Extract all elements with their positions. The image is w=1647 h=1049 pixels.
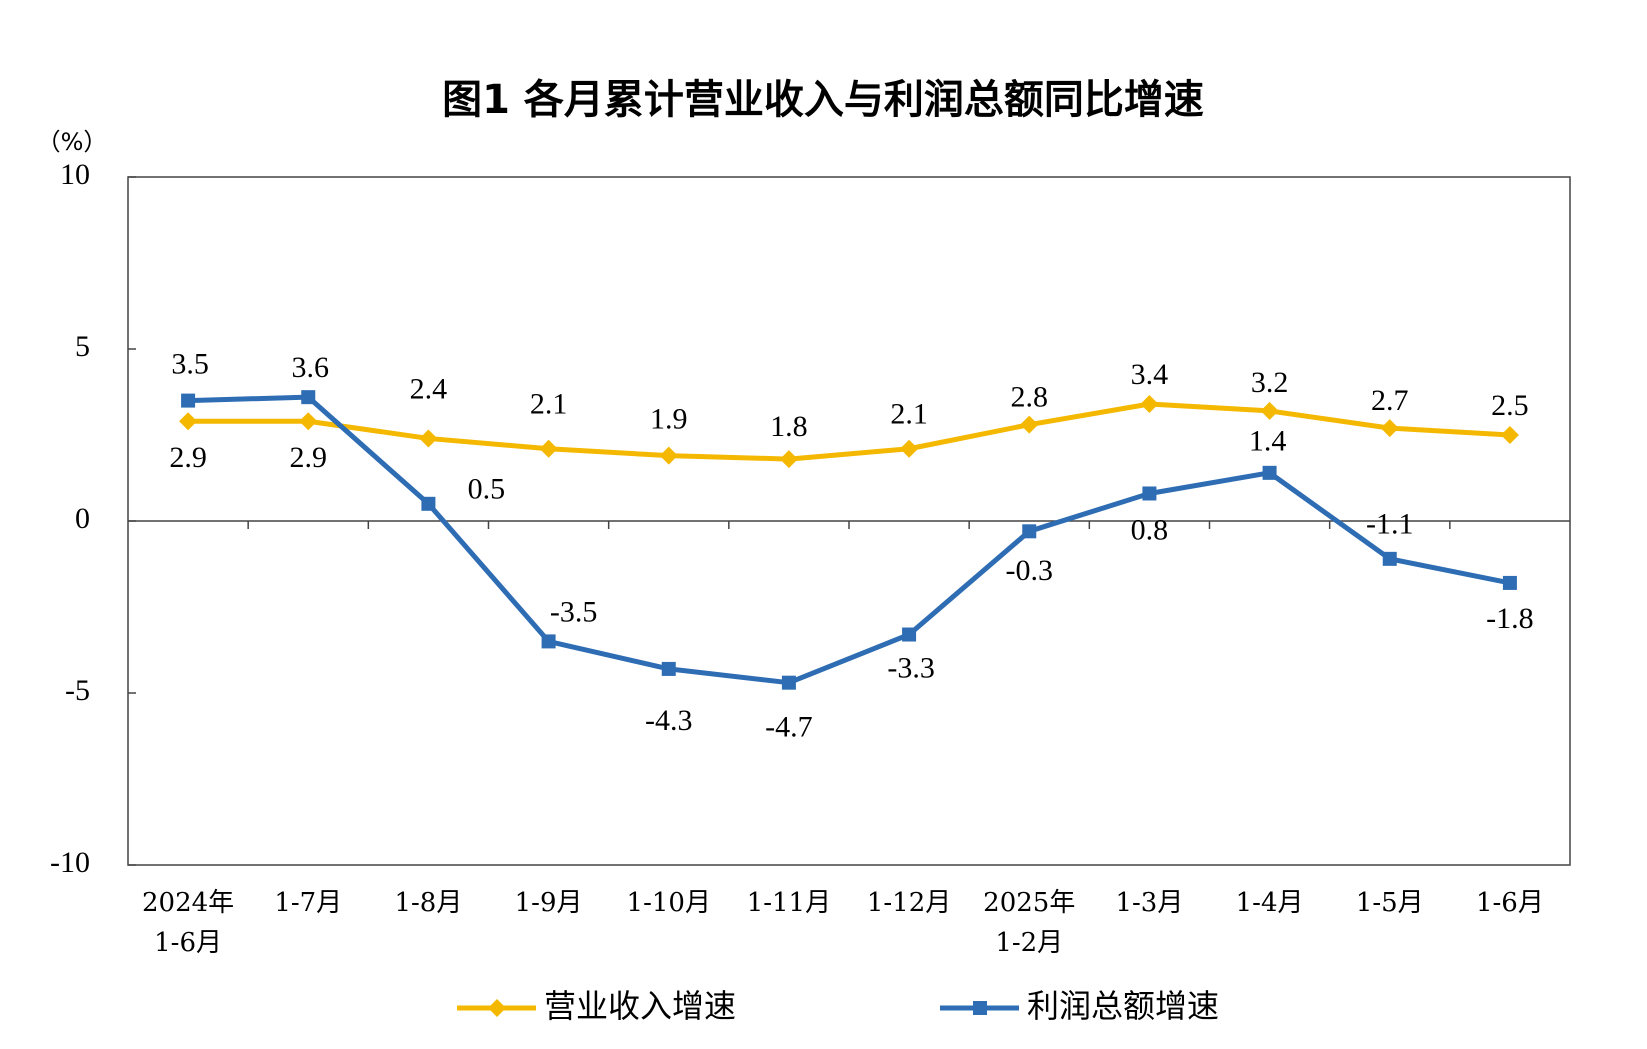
data-marker (539, 439, 558, 458)
x-tick-label: 1-7月 (274, 888, 343, 918)
legend-label: 营业收入增速 (544, 987, 736, 1025)
data-label: -1.8 (1486, 602, 1534, 635)
data-marker (1502, 575, 1517, 590)
data-label: 0.5 (468, 473, 506, 506)
data-label: 2.8 (1011, 381, 1049, 414)
x-tick-label: 2024年 1-6月 (141, 888, 235, 958)
data-marker (1500, 426, 1519, 444)
data-marker (1142, 486, 1157, 501)
x-tick-label: 1-4月 (1235, 888, 1304, 918)
x-tick-label: 1-10月 (626, 888, 711, 918)
x-tick-label: 1-9月 (514, 888, 583, 918)
data-label: 2.1 (890, 398, 928, 431)
x-tick-label: 1-5月 (1355, 888, 1424, 918)
data-marker (1140, 395, 1159, 414)
data-marker (781, 675, 796, 690)
x-tick-label: 1-11月 (746, 888, 832, 918)
data-marker (541, 634, 556, 649)
x-tick-label: 1-6月 (1475, 888, 1544, 918)
y-tick-label: -10 (50, 846, 90, 879)
x-tick-label: 2025年 1-2月 (983, 888, 1076, 958)
data-marker (419, 429, 438, 448)
data-marker (299, 412, 318, 431)
y-tick-label: 5 (75, 330, 90, 363)
data-label: 2.5 (1491, 389, 1529, 422)
data-label: 2.4 (410, 372, 448, 405)
x-tick-label: 1-3月 (1115, 888, 1184, 918)
data-label: -0.3 (1006, 554, 1054, 587)
data-label: 3.4 (1131, 358, 1169, 391)
data-label: -3.5 (550, 595, 598, 628)
data-marker (1380, 419, 1399, 438)
data-marker (1022, 524, 1037, 539)
data-marker (1382, 551, 1397, 566)
series-line (188, 401, 1511, 462)
data-marker (179, 412, 198, 431)
data-label: 3.2 (1251, 366, 1289, 399)
legend-label: 利润总额增速 (1027, 987, 1219, 1025)
chart-title: 图1 各月累计营业收入与利润总额同比增速 (442, 77, 1204, 123)
y-tick-label: 10 (60, 158, 90, 191)
data-label: 3.6 (292, 351, 330, 384)
data-marker (779, 450, 798, 469)
data-label: -4.3 (645, 704, 693, 737)
data-marker (973, 1001, 987, 1015)
data-marker (1020, 415, 1039, 434)
x-tick-label: 1-12月 (866, 888, 952, 918)
data-marker (900, 439, 919, 458)
data-label: 2.1 (530, 388, 568, 421)
data-label: -3.3 (887, 651, 935, 684)
data-marker (1260, 401, 1279, 420)
data-marker (421, 496, 436, 511)
y-tick-label: 0 (75, 502, 90, 535)
data-label: 1.9 (650, 403, 688, 436)
data-marker (488, 999, 506, 1017)
data-label: 2.9 (290, 441, 328, 474)
y-axis-label: （%） (37, 128, 108, 156)
x-tick-label: 1-8月 (394, 888, 463, 918)
data-label: 2.7 (1371, 384, 1409, 417)
data-label: 0.8 (1131, 513, 1169, 546)
data-label: 1.4 (1249, 425, 1287, 458)
data-marker (659, 446, 678, 465)
data-label: -4.7 (765, 711, 813, 744)
data-marker (902, 627, 917, 642)
data-label: -1.1 (1366, 508, 1414, 541)
data-label: 1.8 (770, 410, 808, 443)
series-line (188, 394, 1511, 686)
y-tick-label: -5 (65, 674, 90, 707)
data-label: 2.9 (169, 441, 207, 474)
data-label: 3.5 (171, 347, 209, 380)
data-marker (1262, 465, 1277, 480)
data-marker (301, 390, 316, 405)
data-marker (661, 661, 676, 676)
data-marker (181, 393, 196, 408)
